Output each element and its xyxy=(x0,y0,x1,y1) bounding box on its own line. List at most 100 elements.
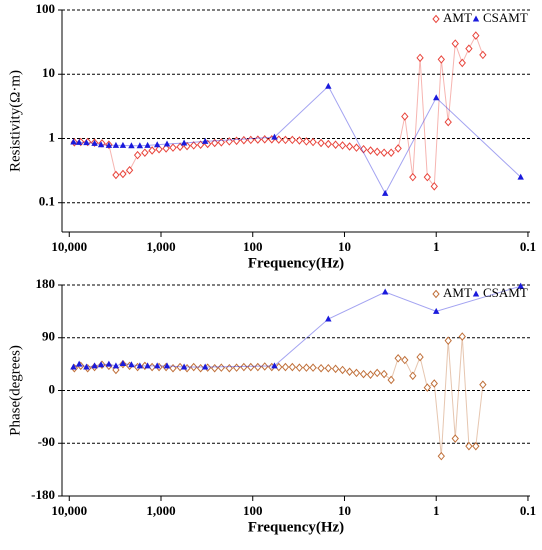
x-axis-label: Frequency(Hz) xyxy=(248,519,344,535)
marker xyxy=(133,150,142,160)
marker xyxy=(430,379,438,388)
marker xyxy=(401,112,409,121)
marker xyxy=(240,135,248,145)
x-tick-label: 1 xyxy=(433,503,440,518)
y-tick-label: 100 xyxy=(36,1,56,16)
x-tick-label: 100 xyxy=(243,503,263,518)
marker xyxy=(271,133,278,140)
marker xyxy=(70,363,77,370)
marker xyxy=(458,58,466,68)
marker xyxy=(70,138,77,145)
marker xyxy=(437,55,445,64)
marker xyxy=(148,362,156,372)
marker xyxy=(180,139,188,146)
marker xyxy=(444,336,452,345)
marker xyxy=(302,363,311,372)
marker xyxy=(432,14,440,24)
marker xyxy=(338,365,347,375)
marker xyxy=(409,371,417,381)
marker xyxy=(201,363,209,370)
marker xyxy=(169,363,177,373)
marker xyxy=(309,137,317,147)
marker xyxy=(275,362,283,372)
marker xyxy=(345,142,354,151)
marker xyxy=(472,441,480,451)
marker xyxy=(359,369,368,379)
marker xyxy=(190,362,198,372)
marker xyxy=(394,144,402,153)
marker xyxy=(423,383,431,392)
marker xyxy=(240,362,248,372)
legend-label: CSAMT xyxy=(483,285,528,300)
marker xyxy=(75,138,83,145)
marker xyxy=(83,139,90,146)
x-tick-label: 1,000 xyxy=(146,239,175,254)
marker xyxy=(451,39,459,48)
marker xyxy=(288,135,297,145)
y-axis-label: Phase(degrees) xyxy=(7,345,23,436)
marker xyxy=(254,362,262,372)
marker xyxy=(472,31,480,40)
marker xyxy=(247,362,255,372)
marker xyxy=(387,375,395,385)
marker xyxy=(211,138,219,148)
marker xyxy=(373,368,381,378)
x-tick-label: 0.1 xyxy=(520,239,536,254)
marker xyxy=(148,146,156,155)
marker xyxy=(338,141,347,150)
marker xyxy=(479,380,487,389)
marker xyxy=(352,368,361,378)
marker xyxy=(281,135,290,145)
marker xyxy=(155,144,163,154)
x-tick-label: 10 xyxy=(338,239,351,254)
marker xyxy=(136,362,144,369)
marker xyxy=(458,332,466,341)
marker xyxy=(261,135,269,144)
marker xyxy=(162,144,170,153)
x-tick-label: 1,000 xyxy=(146,503,175,518)
y-tick-label: 10 xyxy=(42,65,55,80)
marker xyxy=(444,117,452,127)
marker xyxy=(112,170,120,180)
marker xyxy=(380,369,388,379)
marker xyxy=(302,137,311,146)
x-tick-label: 10,000 xyxy=(51,503,87,518)
marker xyxy=(232,363,241,372)
marker xyxy=(394,353,402,363)
marker xyxy=(416,53,424,63)
marker xyxy=(190,141,198,150)
marker xyxy=(91,362,98,369)
marker xyxy=(217,138,225,147)
marker xyxy=(225,137,233,146)
marker xyxy=(211,363,219,373)
marker xyxy=(201,137,209,144)
marker xyxy=(105,141,113,148)
marker xyxy=(416,352,424,362)
marker xyxy=(423,172,431,182)
marker xyxy=(387,148,395,157)
marker xyxy=(373,147,381,157)
marker xyxy=(261,362,269,371)
marker xyxy=(154,141,161,148)
marker xyxy=(83,363,90,370)
marker xyxy=(154,362,161,369)
marker xyxy=(295,363,304,372)
marker xyxy=(232,136,241,146)
marker xyxy=(366,146,375,155)
marker xyxy=(217,363,225,372)
marker xyxy=(472,15,480,22)
y-tick-label: 0.1 xyxy=(39,194,55,209)
marker xyxy=(324,139,332,149)
marker xyxy=(247,135,255,145)
marker xyxy=(433,94,440,101)
marker xyxy=(331,364,340,374)
marker xyxy=(465,44,473,53)
marker xyxy=(331,140,340,149)
x-tick-label: 10,000 xyxy=(51,239,87,254)
marker xyxy=(141,148,149,157)
y-axis-label: Resistivity(Ω·m) xyxy=(7,70,23,172)
marker xyxy=(295,136,304,145)
marker xyxy=(91,139,98,146)
legend-label: AMT xyxy=(443,10,472,25)
marker xyxy=(309,363,317,372)
